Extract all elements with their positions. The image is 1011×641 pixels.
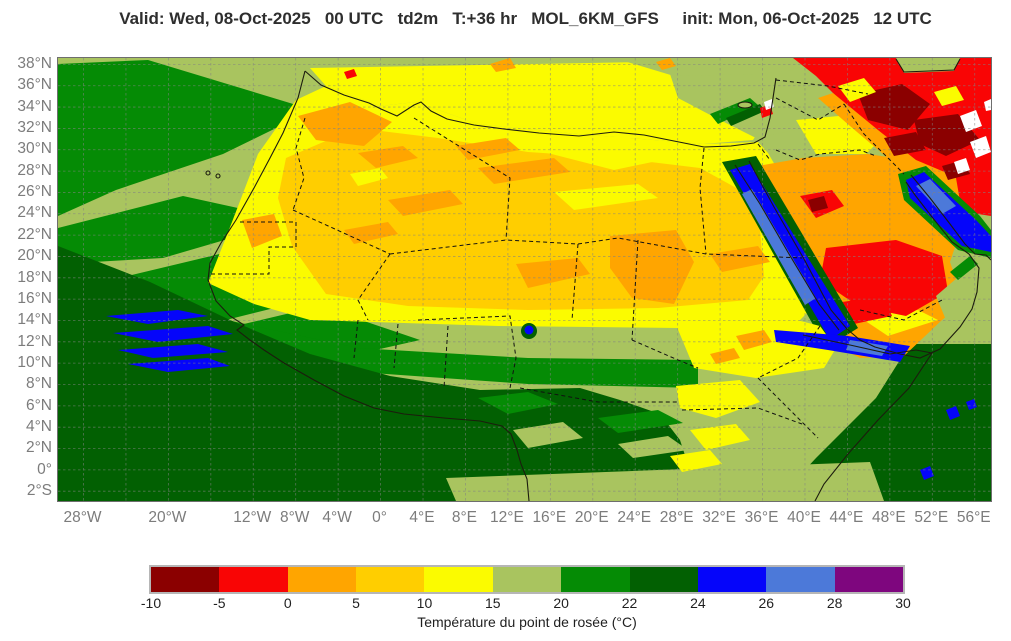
lon-tick-label: 20°E [574, 509, 609, 526]
lon-tick-label: 32°E [702, 509, 736, 526]
lat-tick-label: 30°N [17, 140, 52, 158]
lon-tick-label: 28°E [659, 509, 694, 526]
colorbar-segment [561, 567, 630, 592]
colorbar-segment [424, 567, 493, 592]
colorbar-tick-label: 10 [416, 595, 433, 611]
colorbar-tick-label: 22 [621, 595, 638, 611]
colorbar-segment [151, 567, 220, 592]
lon-tick-label: 36°E [744, 509, 779, 526]
lon-tick-label: 28°W [63, 509, 102, 526]
colorbar-tick-label: 24 [690, 595, 706, 611]
lat-tick-label: 24°N [17, 204, 52, 222]
lon-tick-label: 8°E [451, 509, 478, 526]
colorbar-tick-label: 5 [352, 595, 360, 611]
colorbar [149, 565, 905, 594]
colorbar-tick-label: -10 [140, 595, 162, 611]
lat-tick-label: 6°N [25, 396, 52, 414]
lon-tick-label: 40°E [787, 509, 821, 526]
colorbar-segment [356, 567, 425, 592]
lat-tick-label: 22°N [17, 225, 52, 243]
colorbar-segment [219, 567, 288, 592]
lon-tick-label: 56°E [956, 509, 991, 526]
colorbar-tick-label: 26 [758, 595, 775, 611]
lat-tick-label: 18°N [17, 268, 52, 286]
lat-tick-label: 2°S [26, 482, 52, 499]
lon-tick-label: 12°E [490, 509, 524, 526]
colorbar-tick-label: -5 [213, 595, 226, 611]
lon-tick-label: 4°E [409, 509, 435, 526]
colorbar-tick-label: 0 [283, 595, 292, 611]
colorbar-tick-label: 30 [895, 595, 911, 611]
colorbar-caption: Température du point de rosée (°C) [417, 614, 637, 630]
lat-tick-label: 0° [37, 460, 52, 478]
lat-tick-label: 36°N [17, 76, 52, 94]
colorbar-segment [492, 567, 562, 592]
lon-tick-label: 12°W [233, 509, 272, 526]
colorbar-segment [287, 567, 357, 592]
field-layer [58, 58, 991, 501]
lat-tick-label: 14°N [17, 311, 52, 329]
lon-axis: 28°W 20°W 12°W 8°W 4°W 0° 4°E 8°E 12°E 16°E 20°E 24… [0, 509, 1011, 531]
lon-tick-label: 52°E [914, 509, 949, 526]
lon-tick-label: 16°E [532, 509, 567, 526]
lat-tick-label: 26°N [17, 183, 52, 201]
colorbar-segment [697, 567, 767, 592]
lat-tick-label: 34°N [17, 97, 52, 115]
coastline-layer [205, 58, 991, 501]
colorbar-ticks: -10 -5 0 5 10 15 20 22 24 26 28 30 [141, 595, 911, 612]
lat-tick-label: 4°N [25, 417, 52, 435]
grid-layer [58, 58, 991, 501]
lat-tick-label: 38°N [17, 55, 52, 72]
lon-tick-label: 24°E [617, 509, 652, 526]
border-layer [210, 79, 943, 439]
colorbar-segment [834, 567, 903, 592]
lon-tick-label: 0° [372, 509, 387, 526]
dewpoint-map [58, 58, 991, 501]
lat-tick-label: 20°N [17, 247, 52, 265]
lat-tick-label: 12°N [17, 332, 52, 350]
lon-tick-label: 44°E [829, 509, 864, 526]
lon-tick-label: 48°E [871, 509, 906, 526]
colorbar-tick-label: 15 [485, 595, 501, 611]
lat-tick-label: 8°N [25, 375, 52, 393]
lat-tick-label: 16°N [17, 289, 52, 307]
lat-tick-label: 10°N [17, 353, 52, 371]
lon-tick-label: 20°W [148, 509, 187, 526]
lon-tick-label: 4°W [322, 509, 352, 526]
lon-tick-label: 8°W [279, 509, 310, 526]
colorbar-segment [629, 567, 698, 592]
lat-tick-label: 32°N [17, 119, 52, 137]
map-frame [57, 57, 992, 502]
page-title: Valid: Wed, 08-Oct-2025 00 UTC td2m T:+3… [119, 9, 932, 28]
colorbar-tick-label: 28 [826, 595, 843, 611]
lat-tick-label: 2°N [25, 439, 52, 457]
lat-tick-label: 28°N [17, 161, 52, 179]
colorbar-tick-label: 20 [553, 595, 569, 611]
lat-axis: 38°N 36°N 34°N 32°N 30°N 28°N 26°N 24°N 22°N 20°N… [0, 0, 52, 520]
colorbar-segment [766, 567, 835, 592]
